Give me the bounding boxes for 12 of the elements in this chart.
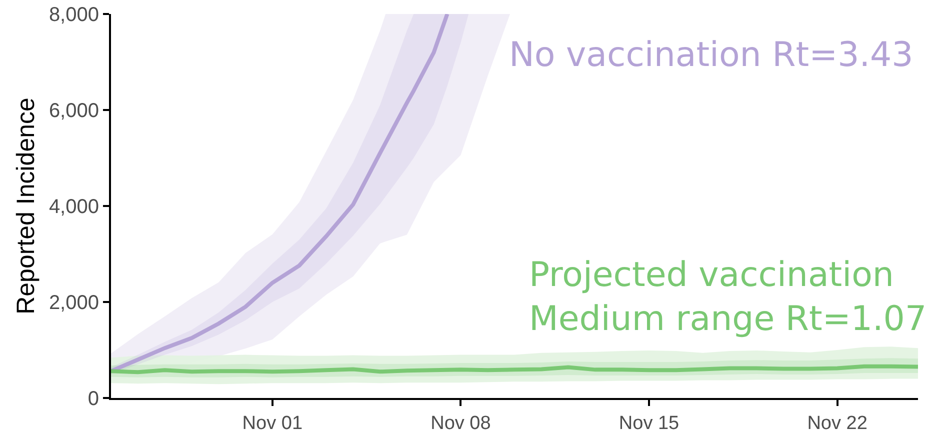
y-axis-title: Reported Incidence: [12, 98, 40, 314]
x-tick-label: Nov 22: [807, 412, 868, 430]
x-tick-label: Nov 08: [430, 412, 491, 430]
x-tick-label: Nov 01: [242, 412, 302, 430]
x-tick-label: Nov 15: [618, 412, 680, 430]
y-tick-label: 8,000: [48, 4, 99, 26]
y-tick-label: 6,000: [48, 100, 99, 122]
y-tick-label: 4,000: [48, 196, 99, 218]
series-label: Projected vaccination Medium range Rt=1.07: [529, 255, 927, 340]
series-label: No vaccination Rt=3.43: [509, 35, 914, 75]
y-tick-label: 0: [88, 388, 99, 410]
y-tick-label: 2,000: [48, 292, 99, 314]
